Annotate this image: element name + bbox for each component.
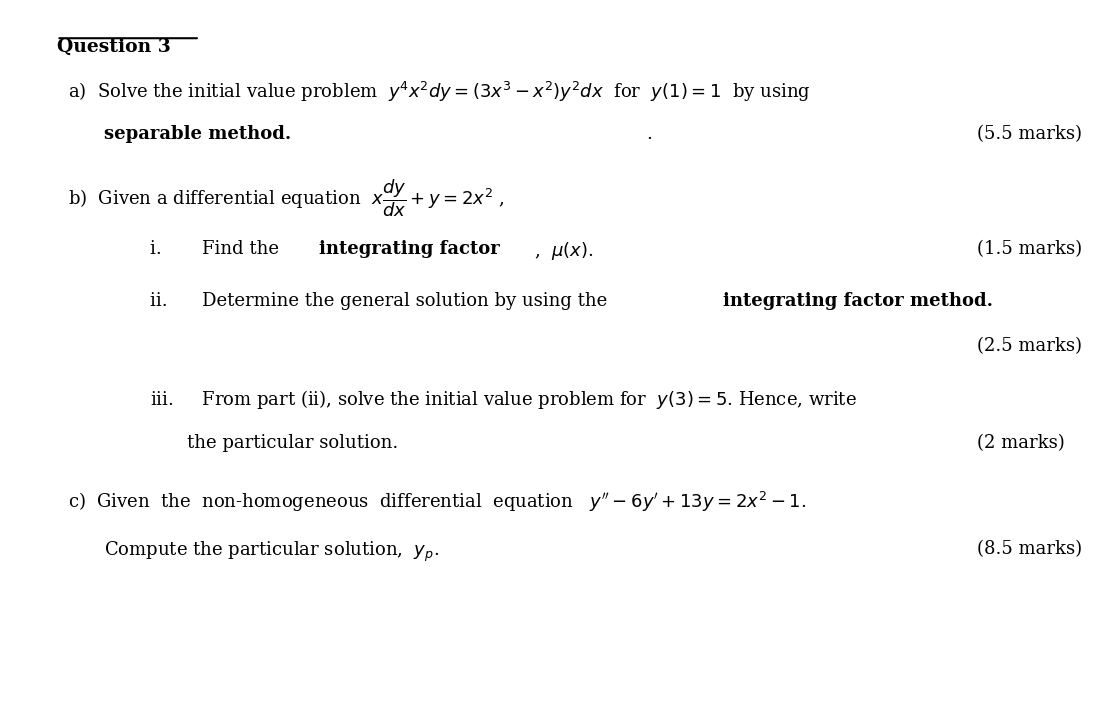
Text: (8.5 marks): (8.5 marks) (976, 540, 1081, 558)
Text: (2 marks): (2 marks) (976, 435, 1065, 452)
Text: b)  Given a differential equation  $x\dfrac{dy}{dx}+y=2x^2$ ,: b) Given a differential equation $x\dfra… (67, 177, 504, 219)
Text: separable method.: separable method. (104, 125, 292, 143)
Text: c)  Given  the  non-homogeneous  differential  equation   $y''-6y'+13y=2x^2-1$.: c) Given the non-homogeneous differentia… (67, 490, 805, 514)
Text: .: . (646, 125, 652, 143)
Text: a)  Solve the initial value problem  $y^4x^2dy=(3x^3-x^2)y^2dx$  for  $y(1)=1$  : a) Solve the initial value problem $y^4x… (67, 80, 810, 104)
Text: ,  $\mu(x)$.: , $\mu(x)$. (534, 240, 593, 262)
Text: (1.5 marks): (1.5 marks) (976, 240, 1081, 258)
Text: Compute the particular solution,  $y_p$.: Compute the particular solution, $y_p$. (104, 540, 439, 564)
Text: i.       Find the: i. Find the (150, 240, 285, 258)
Text: iii.     From part (ii), solve the initial value problem for  $y(3)=5$. Hence, w: iii. From part (ii), solve the initial v… (150, 388, 857, 411)
Text: (2.5 marks): (2.5 marks) (976, 337, 1081, 355)
Text: Question 3: Question 3 (57, 38, 171, 56)
Text: the particular solution.: the particular solution. (187, 435, 398, 452)
Text: integrating factor: integrating factor (318, 240, 499, 258)
Text: (5.5 marks): (5.5 marks) (976, 125, 1081, 143)
Text: ii.      Determine the general solution by using the: ii. Determine the general solution by us… (150, 292, 613, 310)
Text: integrating factor method.: integrating factor method. (723, 292, 993, 310)
